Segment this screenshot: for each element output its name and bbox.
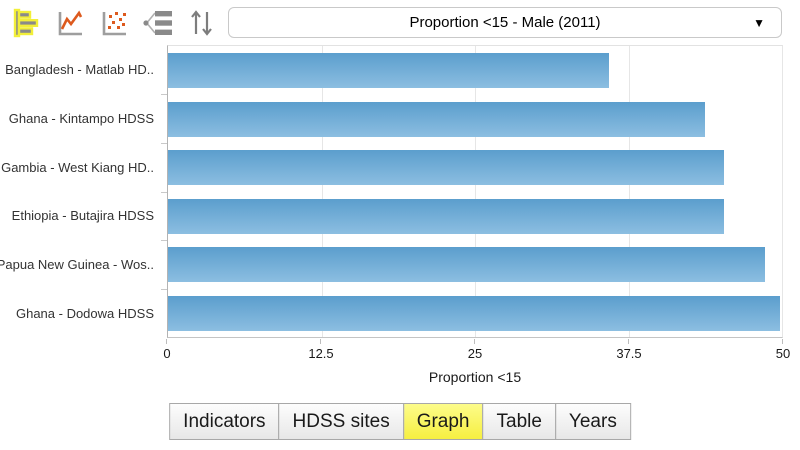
- scatter-plot-button[interactable]: [96, 4, 132, 41]
- x-axis-ticks: 0 12.5 25 37.5 50: [163, 339, 790, 365]
- bar-row: [168, 95, 782, 144]
- gridline: [628, 46, 630, 337]
- tab-indicators[interactable]: Indicators: [169, 403, 280, 440]
- y-axis-label: Bangladesh - Matlab HD..: [5, 61, 154, 77]
- x-tick-mark: [320, 339, 321, 344]
- y-axis-label: Papua New Guinea - Wos..: [0, 257, 154, 273]
- bar[interactable]: [168, 53, 609, 88]
- horizontal-bar-chart-button[interactable]: [8, 4, 44, 41]
- tab-table[interactable]: Table: [482, 403, 556, 440]
- indicator-dropdown-value: Proportion <15 - Male (2011): [409, 14, 601, 31]
- y-tick-mark: [161, 142, 167, 144]
- bar[interactable]: [168, 295, 780, 331]
- tab-years[interactable]: Years: [554, 403, 631, 440]
- y-axis-ticks: [161, 45, 167, 338]
- x-tick-label: 50: [775, 346, 791, 361]
- x-tick-mark: [166, 339, 167, 344]
- bar[interactable]: [168, 247, 765, 282]
- line-chart-button[interactable]: [52, 4, 88, 41]
- y-tick-mark: [161, 191, 167, 193]
- gridline: [475, 46, 476, 337]
- y-axis-label: Ghana - Dodowa HDSS: [15, 306, 154, 322]
- dropdown-caret-icon: ▼: [753, 15, 765, 30]
- scatter-plot-icon: [102, 11, 126, 35]
- line-chart-icon: [58, 10, 83, 35]
- toolbar: Proportion <15 - Male (2011) ▼: [0, 0, 800, 45]
- x-tick-mark: [628, 339, 629, 344]
- tab-graph[interactable]: Graph: [402, 403, 484, 440]
- y-axis-label: Ethiopia - Butajira HDSS: [11, 208, 154, 224]
- sort-button[interactable]: [184, 4, 220, 41]
- indicator-dropdown[interactable]: Proportion <15 - Male (2011) ▼: [228, 7, 782, 38]
- bar-row: [168, 192, 782, 241]
- x-tick-label: 37.5: [616, 346, 642, 361]
- y-axis-labels: Bangladesh - Matlab HD.. Ghana - Kintampo…: [0, 45, 160, 338]
- bar-row: [168, 289, 782, 338]
- plot-area: [167, 45, 783, 338]
- bar-row: [168, 240, 782, 289]
- horizontal-bar-chart-icon: [13, 8, 39, 37]
- tab-hdss-sites[interactable]: HDSS sites: [278, 403, 404, 440]
- x-tick-label: 25: [467, 346, 483, 361]
- y-tick-mark: [161, 93, 167, 95]
- sort-icon: [191, 9, 212, 36]
- bar[interactable]: [168, 150, 725, 185]
- bar-row: [168, 143, 782, 192]
- x-tick-mark: [782, 339, 783, 344]
- bar[interactable]: [168, 198, 725, 234]
- x-tick-mark: [474, 339, 475, 344]
- x-tick-label: 12.5: [308, 346, 334, 361]
- bar[interactable]: [168, 101, 705, 137]
- x-tick-label: 0: [163, 346, 171, 361]
- legend-icon: [143, 10, 172, 35]
- legend-button[interactable]: [140, 4, 176, 41]
- y-axis-label: Ghana - Kintampo HDSS: [8, 110, 154, 126]
- tab-bar: Indicators HDSS sites Graph Table Years: [169, 403, 631, 440]
- y-tick-mark: [161, 240, 167, 242]
- x-axis-title: Proportion <15: [428, 369, 522, 385]
- y-axis-label: Gambia - West Kiang HD..: [1, 159, 154, 175]
- y-tick-mark: [161, 289, 167, 291]
- bar-row: [168, 46, 782, 95]
- gridline: [321, 46, 323, 337]
